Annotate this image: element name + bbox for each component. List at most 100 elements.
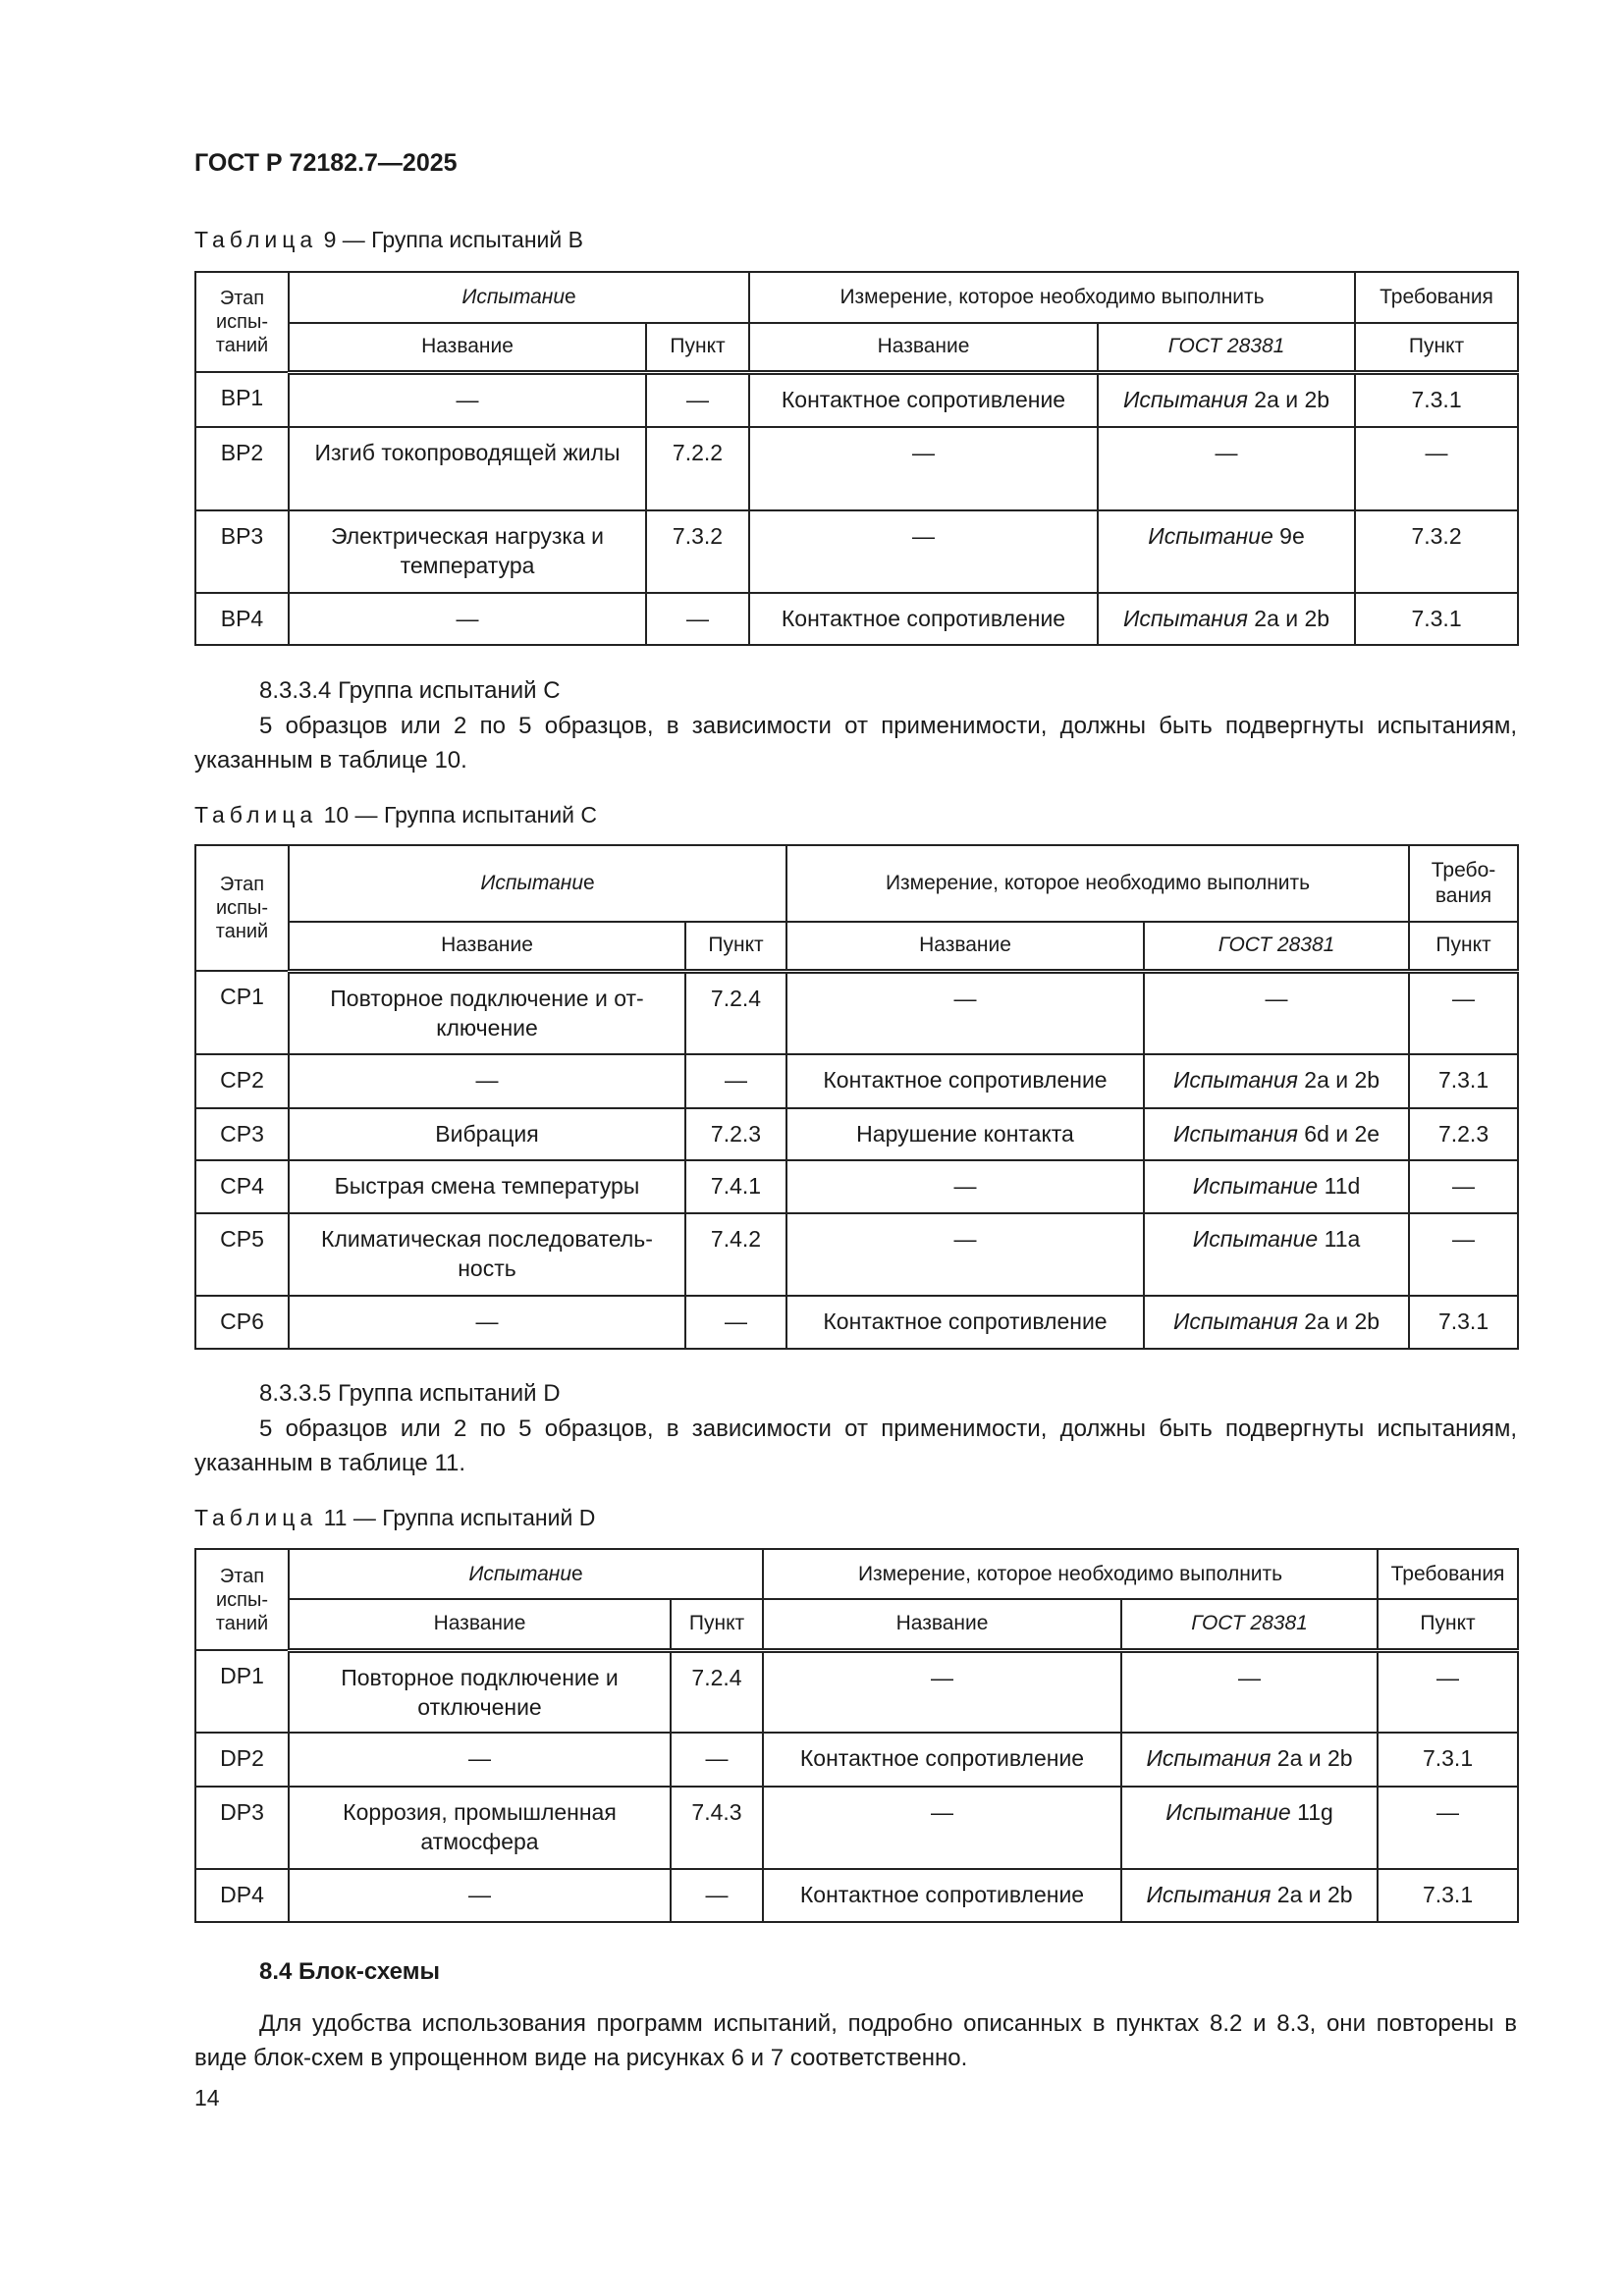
requirements-clause-header: Пункт bbox=[1354, 322, 1520, 375]
table-row: BP1— — Контактное сопротивление Испытания 2… bbox=[194, 371, 1520, 428]
measurement-name-cell: — bbox=[785, 1212, 1146, 1297]
gost-test-cell: Испытание 11a bbox=[1143, 1212, 1411, 1297]
table-row: BP3 Электрическая нагрузка и температура 7… bbox=[194, 509, 1520, 594]
measurement-name-cell: Контактное сопротивление bbox=[785, 1053, 1146, 1109]
gost-test-cell: Испытания 2a и 2b bbox=[1120, 1732, 1380, 1788]
test-clause-cell: 7.2.4 bbox=[683, 970, 788, 1055]
test-name-cell: Климатическая последователь-ность bbox=[288, 1212, 686, 1297]
gost-test-cell: Испытания 2a и 2b bbox=[1097, 592, 1357, 646]
test-clause-cell: 7.2.4 bbox=[669, 1649, 765, 1734]
test-name-cell: — bbox=[288, 1295, 686, 1350]
subheader-row: Название Пункт Название ГОСТ 28381 Пункт bbox=[195, 322, 1520, 375]
header-row: Этап испы-таний Испытание Измерение, котор… bbox=[194, 844, 1520, 972]
table-10: Этап испы-таний Испытание Измерение, котор… bbox=[194, 844, 1520, 1350]
section-8-4-text: Для удобства использования программ испы… bbox=[194, 2010, 1517, 2071]
test-clause-header: Пункт bbox=[683, 921, 788, 974]
gost-test-cell: Испытания 2a и 2b bbox=[1097, 371, 1357, 428]
section-8-3-3-5-title: 8.3.3.5 Группа испытаний D bbox=[259, 1380, 561, 1407]
gost-test-cell: Испытание 11d bbox=[1143, 1159, 1411, 1214]
test-clause-header: Пункт bbox=[644, 322, 751, 375]
subheader-row: Название Пункт Название ГОСТ 28381 Пункт bbox=[195, 1598, 1520, 1653]
measurement-name-cell: — bbox=[762, 1649, 1123, 1734]
measurement-name-header: Название bbox=[762, 1598, 1123, 1653]
stage-cell: DP1 bbox=[194, 1649, 290, 1734]
test-clause-cell: 7.4.3 bbox=[669, 1786, 765, 1870]
table-row: DP4— — Контактное сопротивление Испытания 2… bbox=[194, 1868, 1520, 1923]
page-number: 14 bbox=[194, 2085, 220, 2110]
gost-header: ГОСТ 28381 bbox=[1120, 1598, 1380, 1653]
requirement-clause-cell: 7.3.1 bbox=[1377, 1868, 1520, 1923]
table-row: BP4— — Контактное сопротивление Испытания 2… bbox=[194, 592, 1520, 646]
table-10-caption: Таблица 10 — Группа испытаний C bbox=[194, 802, 598, 828]
requirement-clause-cell: — bbox=[1408, 1159, 1520, 1214]
stage-cell: CP3 bbox=[194, 1107, 290, 1161]
requirements-header: Требо-вания bbox=[1408, 844, 1520, 923]
test-name-cell: Повторное подключение и отключение bbox=[288, 1649, 672, 1734]
gost-header: ГОСТ 28381 bbox=[1143, 921, 1411, 974]
measurement-header: Измерение, которое необходимо выполнить bbox=[785, 844, 1411, 923]
test-name-header: Название bbox=[288, 1598, 672, 1653]
test-name-cell: Коррозия, промышленная атмосфера bbox=[288, 1786, 672, 1870]
test-header: Испытание bbox=[287, 844, 788, 923]
measurement-name-cell: Контактное сопротивление bbox=[762, 1868, 1123, 1923]
requirements-header: Требования bbox=[1377, 1548, 1520, 1600]
gost-header: ГОСТ 28381 bbox=[1097, 322, 1357, 375]
table-11-caption: Таблица 11 — Группа испытаний D bbox=[194, 1505, 596, 1530]
test-clause-header: Пункт bbox=[669, 1598, 765, 1653]
measurement-name-cell: Нарушение контакта bbox=[785, 1107, 1146, 1161]
test-header: Испытание bbox=[287, 271, 751, 324]
test-name-cell: Изгиб токопроводящей жилы bbox=[288, 426, 647, 511]
measurement-name-cell: Контактное сопротивление bbox=[762, 1732, 1123, 1788]
gost-test-cell: — bbox=[1143, 970, 1411, 1055]
stage-header: Этап испы-таний bbox=[194, 1548, 290, 1651]
measurement-name-cell: Контактное сопротивление bbox=[748, 592, 1100, 646]
gost-test-cell: Испытания 2a и 2b bbox=[1143, 1295, 1411, 1350]
measurement-name-cell: — bbox=[762, 1786, 1123, 1870]
stage-cell: BP3 bbox=[194, 509, 290, 594]
test-clause-cell: — bbox=[683, 1295, 788, 1350]
table-row: DP3 Коррозия, промышленная атмосфера 7.4.3… bbox=[194, 1786, 1520, 1870]
stage-cell: DP2 bbox=[194, 1732, 290, 1788]
test-clause-cell: — bbox=[683, 1053, 788, 1109]
table-row: CP4 Быстрая смена температуры 7.4.1 — Испыта… bbox=[194, 1159, 1520, 1214]
table-row: CP1 Повторное подключение и от-ключение 7.… bbox=[194, 970, 1520, 1055]
subheader-row: Название Пункт Название ГОСТ 28381 Пункт bbox=[195, 921, 1520, 974]
test-clause-cell: — bbox=[669, 1868, 765, 1923]
section-8-3-3-5-text: 5 образцов или 2 по 5 образцов, в зависи… bbox=[194, 1415, 1517, 1476]
stage-cell: CP4 bbox=[194, 1159, 290, 1214]
stage-header: Этап испы-таний bbox=[194, 271, 290, 373]
test-clause-cell: 7.2.2 bbox=[644, 426, 751, 511]
measurement-header: Измерение, которое необходимо выполнить bbox=[762, 1548, 1380, 1600]
stage-cell: CP6 bbox=[194, 1295, 290, 1350]
requirement-clause-cell: — bbox=[1408, 1212, 1520, 1297]
test-name-cell: — bbox=[288, 1053, 686, 1109]
test-name-cell: Повторное подключение и от-ключение bbox=[288, 970, 686, 1055]
test-clause-cell: — bbox=[669, 1732, 765, 1788]
requirement-clause-cell: 7.3.1 bbox=[1354, 592, 1520, 646]
test-name-cell: Быстрая смена температуры bbox=[288, 1159, 686, 1214]
stage-cell: DP4 bbox=[194, 1868, 290, 1923]
gost-test-cell: — bbox=[1120, 1649, 1380, 1734]
measurement-name-cell: Контактное сопротивление bbox=[748, 371, 1100, 428]
requirement-clause-cell: 7.3.1 bbox=[1354, 371, 1520, 428]
document-header: ГОСТ Р 72182.7—2025 bbox=[194, 149, 458, 177]
table-9-caption: Таблица 9 — Группа испытаний B bbox=[194, 227, 583, 252]
gost-test-cell: Испытания 2a и 2b bbox=[1120, 1868, 1380, 1923]
measurement-name-header: Название bbox=[785, 921, 1146, 974]
test-name-header: Название bbox=[288, 921, 686, 974]
section-8-3-3-4-title: 8.3.3.4 Группа испытаний C bbox=[259, 677, 561, 704]
gost-test-cell: Испытания 6d и 2e bbox=[1143, 1107, 1411, 1161]
requirements-clause-header: Пункт bbox=[1408, 921, 1520, 974]
stage-cell: BP2 bbox=[194, 426, 290, 511]
test-clause-cell: — bbox=[644, 592, 751, 646]
test-clause-cell: 7.4.1 bbox=[683, 1159, 788, 1214]
table-9: Этап испы-таний Испытание Измерение, котор… bbox=[194, 271, 1520, 646]
stage-cell: CP2 bbox=[194, 1053, 290, 1109]
requirement-clause-cell: 7.2.3 bbox=[1408, 1107, 1520, 1161]
header-row: Этап испы-таний Испытание Измерение, котор… bbox=[194, 1548, 1520, 1651]
gost-test-cell: Испытание 9e bbox=[1097, 509, 1357, 594]
requirement-clause-cell: 7.3.1 bbox=[1408, 1053, 1520, 1109]
measurement-name-cell: — bbox=[748, 509, 1100, 594]
requirement-clause-cell: — bbox=[1377, 1649, 1520, 1734]
test-name-cell: Вибрация bbox=[288, 1107, 686, 1161]
